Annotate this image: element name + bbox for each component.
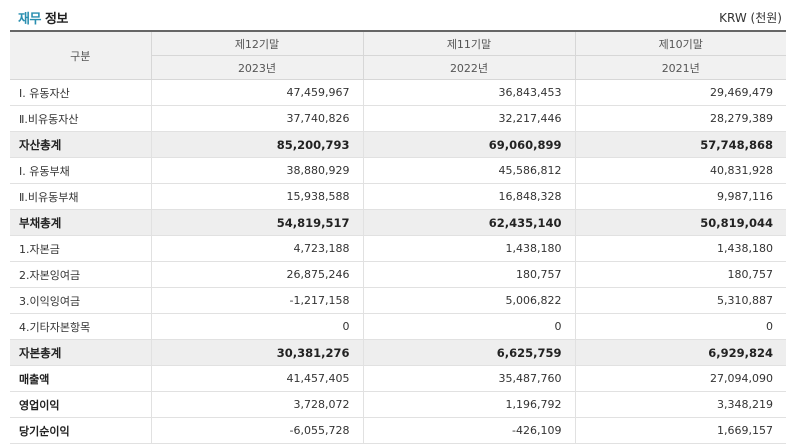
period-header-row: 구분 제12기말 제11기말 제10기말	[10, 30, 786, 80]
table-row: Ⅱ.비유동자산 37,740,826 32,217,446 28,279,389	[10, 105, 786, 132]
cell-value: 1,438,180	[574, 235, 786, 262]
cell-value: 54,819,517	[150, 209, 363, 236]
table-row: 자산총계 85,200,793 69,060,899 57,748,868	[10, 131, 786, 158]
cell-value: 1,669,157	[574, 417, 786, 444]
table-row: Ⅱ.비유동부채 15,938,588 16,848,328 9,987,116	[10, 183, 786, 210]
cell-value: 26,875,246	[150, 261, 363, 288]
table-header: 구분 제12기말 제11기말 제10기말 2023년 2022년 2021년	[10, 30, 786, 80]
cell-value: 38,880,929	[150, 157, 363, 184]
cell-value: -426,109	[362, 417, 575, 444]
cell-value: 28,279,389	[574, 105, 786, 132]
cell-value: 16,848,328	[362, 183, 575, 210]
table-row: 3.이익잉여금 -1,217,158 5,006,822 5,310,887	[10, 287, 786, 314]
table-row: 매출액 41,457,405 35,487,760 27,094,090	[10, 365, 786, 392]
cell-value: 62,435,140	[362, 209, 575, 236]
row-label: 당기순이익	[10, 417, 151, 444]
cell-value: 57,748,868	[574, 131, 786, 158]
table-row: 당기순이익 -6,055,728 -426,109 1,669,157	[10, 417, 786, 444]
cell-value: 4,723,188	[150, 235, 363, 262]
cell-value: 85,200,793	[150, 131, 363, 158]
period-header: 제10기말	[574, 30, 786, 56]
cell-value: 15,938,588	[150, 183, 363, 210]
row-label: Ⅱ.비유동부채	[10, 183, 151, 210]
table-row: 1.자본금 4,723,188 1,438,180 1,438,180	[10, 235, 786, 262]
year-header: 2021년	[574, 55, 786, 80]
cell-value: 0	[362, 313, 575, 340]
row-label: 자본총계	[10, 339, 151, 366]
section-header: 재무 정보 KRW (천원)	[0, 0, 794, 30]
cell-value: 30,381,276	[150, 339, 363, 366]
table-row: Ⅰ. 유동부채 38,880,929 45,586,812 40,831,928	[10, 157, 786, 184]
cell-value: 50,819,044	[574, 209, 786, 236]
row-label: 4.기타자본항목	[10, 313, 151, 340]
cell-value: -6,055,728	[150, 417, 363, 444]
cell-value: 37,740,826	[150, 105, 363, 132]
row-label: 2.자본잉여금	[10, 261, 151, 288]
section-title: 재무 정보	[18, 8, 68, 27]
table-row: 부채총계 54,819,517 62,435,140 50,819,044	[10, 209, 786, 236]
cell-value: 9,987,116	[574, 183, 786, 210]
cell-value: 180,757	[362, 261, 575, 288]
cell-value: 40,831,928	[574, 157, 786, 184]
cell-value: 32,217,446	[362, 105, 575, 132]
year-header: 2023년	[150, 55, 364, 80]
cell-value: 3,728,072	[150, 391, 363, 418]
period-header: 제12기말	[150, 30, 364, 56]
cell-value: 3,348,219	[574, 391, 786, 418]
row-label: 매출액	[10, 365, 151, 392]
row-label: 자산총계	[10, 131, 151, 158]
table-row: 2.자본잉여금 26,875,246 180,757 180,757	[10, 261, 786, 288]
cell-value: 0	[574, 313, 786, 340]
cell-value: 36,843,453	[362, 79, 575, 106]
financial-table: 구분 제12기말 제11기말 제10기말 2023년 2022년 2021년 Ⅰ…	[10, 30, 786, 444]
currency-unit-label: KRW (천원)	[719, 11, 782, 25]
year-header: 2022년	[362, 55, 576, 80]
period-header: 제11기말	[362, 30, 576, 56]
cell-value: 29,469,479	[574, 79, 786, 106]
cell-value: 41,457,405	[150, 365, 363, 392]
row-label: 3.이익잉여금	[10, 287, 151, 314]
cell-value: 180,757	[574, 261, 786, 288]
cell-value: -1,217,158	[150, 287, 363, 314]
cell-value: 1,196,792	[362, 391, 575, 418]
corner-header: 구분	[10, 30, 152, 80]
cell-value: 47,459,967	[150, 79, 363, 106]
row-label: 1.자본금	[10, 235, 151, 262]
row-label: Ⅱ.비유동자산	[10, 105, 151, 132]
cell-value: 35,487,760	[362, 365, 575, 392]
row-label: 영업이익	[10, 391, 151, 418]
cell-value: 5,006,822	[362, 287, 575, 314]
cell-value: 69,060,899	[362, 131, 575, 158]
cell-value: 1,438,180	[362, 235, 575, 262]
row-label: Ⅰ. 유동자산	[10, 79, 151, 106]
cell-value: 6,929,824	[574, 339, 786, 366]
table-body: Ⅰ. 유동자산 47,459,967 36,843,453 29,469,479 Ⅱ.비…	[10, 79, 786, 444]
table-row: Ⅰ. 유동자산 47,459,967 36,843,453 29,469,479	[10, 79, 786, 106]
table-row: 영업이익 3,728,072 1,196,792 3,348,219	[10, 391, 786, 418]
row-label: Ⅰ. 유동부채	[10, 157, 151, 184]
cell-value: 45,586,812	[362, 157, 575, 184]
section-title-rest: 정보	[40, 12, 68, 27]
cell-value: 0	[150, 313, 363, 340]
cell-value: 5,310,887	[574, 287, 786, 314]
section-title-accent: 재무	[18, 12, 41, 27]
cell-value: 27,094,090	[574, 365, 786, 392]
table-row: 4.기타자본항목 0 0 0	[10, 313, 786, 340]
table-row: 자본총계 30,381,276 6,625,759 6,929,824	[10, 339, 786, 366]
row-label: 부채총계	[10, 209, 151, 236]
cell-value: 6,625,759	[362, 339, 575, 366]
year-header-row: 2023년 2022년 2021년	[10, 55, 786, 80]
